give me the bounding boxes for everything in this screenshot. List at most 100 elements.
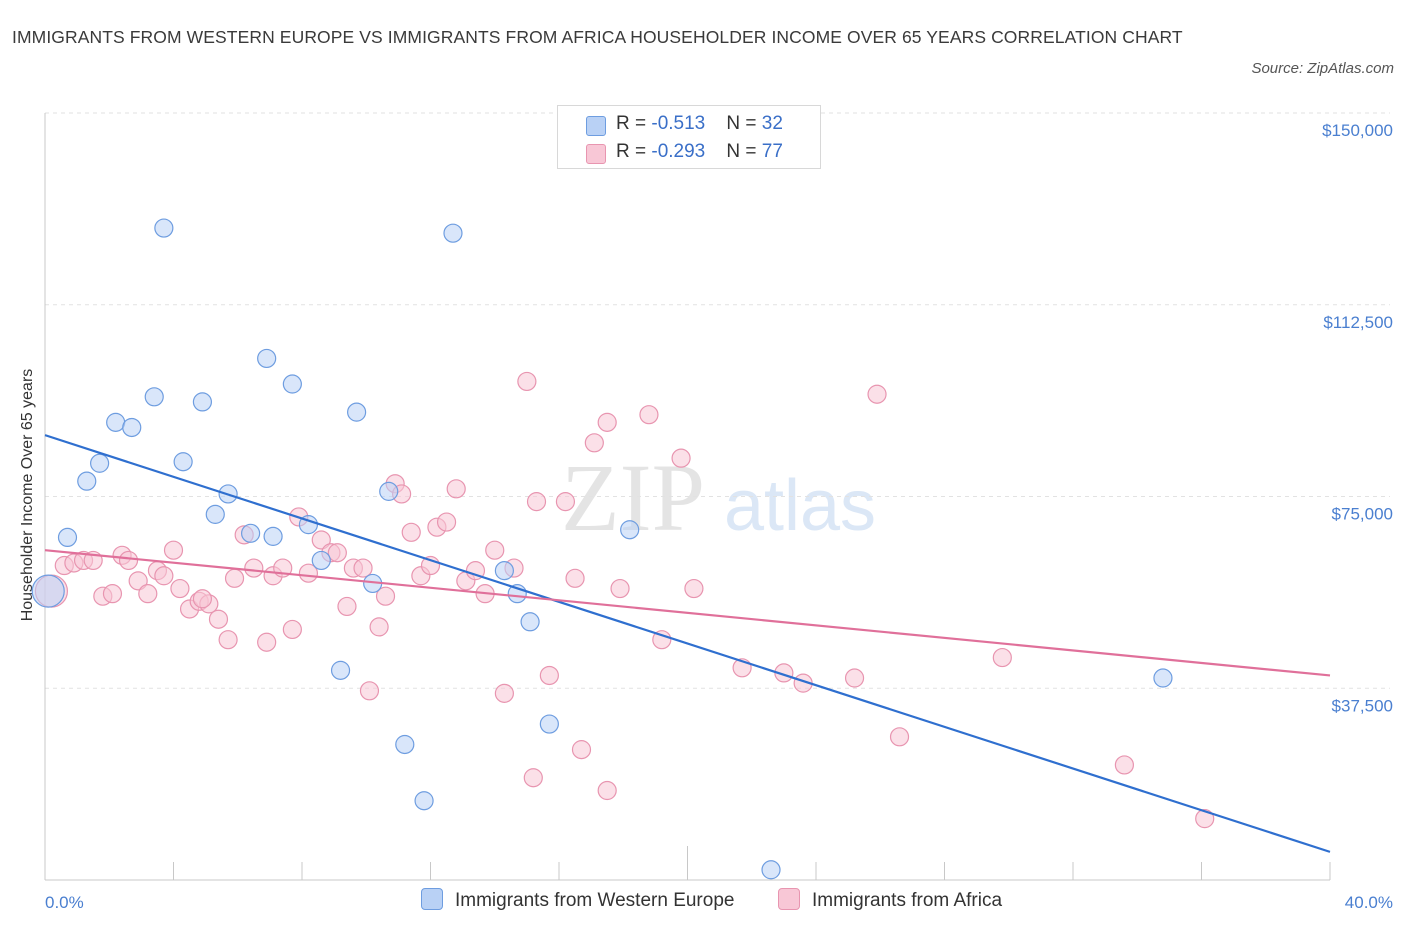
bottom-legend-africa: Immigrants from Africa [778,888,1002,912]
data-point [138,584,158,604]
data-point [102,584,123,604]
data-point [446,479,466,499]
bottom-legend-label: Immigrants from Africa [812,890,1003,911]
data-point [375,586,396,606]
data-point [597,780,617,801]
legend-n-value: 32 [761,113,783,134]
data-point [867,384,887,404]
axes [44,113,1331,881]
y-tick-label: $112,500 [1323,313,1393,332]
data-point [889,727,910,747]
data-point [565,568,585,588]
bottom-legend-label: Immigrants from Western Europe [455,890,735,911]
y-tick-labels: $37,500 $75,000 $112,500 $150,000 [1322,121,1393,715]
data-point [359,681,380,701]
data-point [154,218,174,238]
data-point [395,734,415,755]
data-point [106,412,126,432]
legend-n-value: 77 [761,141,783,162]
data-point [173,452,193,472]
data-point [241,523,261,543]
data-point [144,387,164,407]
data-point [154,566,174,586]
data-point [597,412,617,432]
bottom-legend-swatch-western-europe [421,888,443,910]
data-point [57,527,78,548]
data-point [639,405,659,425]
y-tick-label: $150,000 [1322,121,1393,140]
data-point [555,492,576,512]
data-point [523,768,543,788]
data-point [494,561,514,581]
legend-n-label: N = [726,141,762,162]
data-point [1153,668,1173,688]
data-point [353,558,373,578]
data-point [77,471,97,491]
series-africa [34,371,1215,829]
data-point [170,578,190,599]
data-point [347,402,367,422]
data-point [205,504,225,524]
data-point [118,550,139,571]
data-point [90,453,110,473]
data-point [584,433,604,453]
data-point [992,647,1012,668]
data-point [379,481,399,501]
grid [45,112,1390,689]
data-point [192,392,213,412]
data-point [526,492,547,512]
data-point [1195,809,1215,829]
data-point [436,512,457,532]
data-point [218,630,238,650]
data-point [327,543,347,563]
data-point [208,609,229,629]
data-point [684,578,704,599]
data-point [520,612,540,632]
data-point [282,619,302,640]
chart-title: IMMIGRANTS FROM WESTERN EUROPE VS IMMIGR… [12,27,1183,47]
data-point [1114,755,1135,775]
data-point [257,632,277,652]
data-point [31,574,65,608]
data-point [311,530,331,550]
data-point [761,860,781,880]
data-point [539,714,559,734]
x-tick-label: 0.0% [45,893,84,912]
legend-swatch-western-europe [586,116,606,136]
y-tick-label: $75,000 [1332,505,1393,524]
trend-line [44,434,1331,853]
data-point [571,740,592,760]
data-point [257,348,277,369]
data-point [224,568,245,588]
data-point [163,540,184,560]
legend-swatch-africa [586,144,606,164]
x-tick-labels: 0.0% 40.0% [45,893,1393,912]
data-point [671,448,691,468]
legend-n-label: N = [726,113,762,134]
data-point [443,223,463,243]
data-point [494,683,514,703]
watermark-atlas: atlas [724,466,876,546]
legend-r-label: R = [616,141,652,162]
legend-r-label: R = [616,113,652,134]
source-credit: Source: ZipAtlas.com [1251,60,1394,77]
data-point [620,520,640,540]
data-point [414,791,434,811]
trend-lines [44,434,1331,853]
data-point [263,526,283,546]
data-point [401,522,421,542]
data-point [610,578,630,599]
data-point [282,374,302,394]
watermark: ZIP atlas [561,444,876,551]
data-point [311,550,331,571]
data-point [122,417,142,438]
bottom-legend-swatch-africa [778,888,800,910]
data-point [485,540,505,560]
correlation-legend: R = -0.513 N = 32 R = -0.293 N = 77 [557,105,821,169]
data-point [192,589,213,609]
legend-r-value: -0.293 [651,141,706,162]
data-point [652,630,672,650]
data-point [517,371,537,392]
data-point [844,668,865,688]
